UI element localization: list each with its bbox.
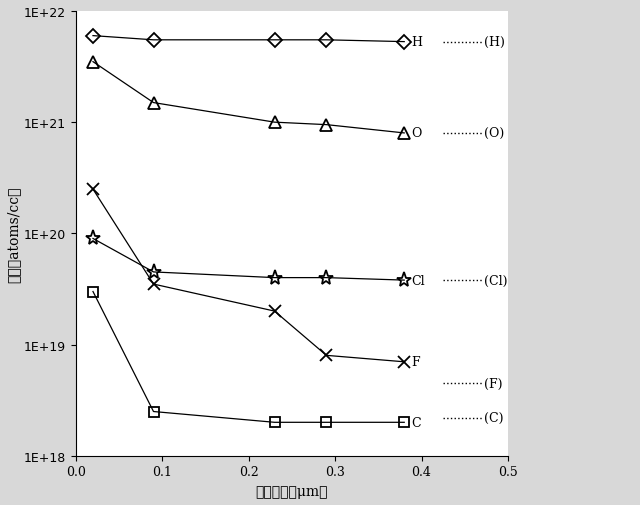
Text: Cl: Cl <box>411 274 425 287</box>
Text: H: H <box>411 36 422 49</box>
Text: (C): (C) <box>484 412 503 424</box>
Text: O: O <box>411 127 422 140</box>
Text: C: C <box>411 416 420 429</box>
Text: (O): (O) <box>484 127 504 140</box>
Text: (H): (H) <box>484 36 505 49</box>
X-axis label: 累積膜厘（μm）: 累積膜厘（μm） <box>255 484 328 498</box>
Text: F: F <box>411 356 420 369</box>
Text: (F): (F) <box>484 377 502 390</box>
Text: (Cl): (Cl) <box>484 274 508 287</box>
Y-axis label: 濃度（atoms/cc）: 濃度（atoms/cc） <box>7 186 21 282</box>
